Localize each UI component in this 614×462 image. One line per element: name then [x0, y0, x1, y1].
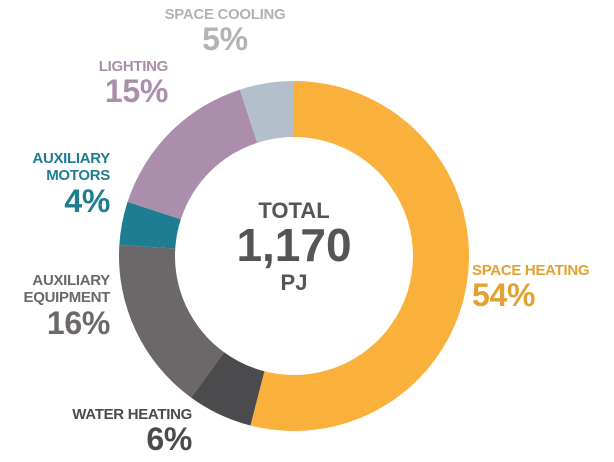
- category-name: AUXILIARY EQUIPMENT: [23, 272, 111, 307]
- donut-segment: [119, 201, 181, 249]
- value-label: 15%: [104, 73, 168, 110]
- segment-label: AUXILIARY MOTORS 4%: [10, 150, 110, 218]
- category-name: WATER HEATING: [72, 406, 192, 423]
- category-name: SPACE COOLING: [164, 6, 286, 23]
- segment-label: WATER HEATING 6%: [32, 406, 192, 457]
- value-label: 5%: [202, 21, 248, 58]
- donut-segment: [127, 89, 258, 220]
- donut-segment: [191, 352, 265, 426]
- value-label: 4%: [64, 182, 110, 219]
- category-name: LIGHTING: [98, 58, 169, 75]
- category-name: SPACE HEATING: [472, 262, 590, 279]
- category-name: AUXILIARY MOTORS: [32, 150, 110, 185]
- value-label: 54%: [472, 277, 536, 314]
- segment-label: SPACE HEATING 54%: [472, 262, 612, 313]
- segment-label: SPACE COOLING 5%: [140, 6, 310, 57]
- value-label: 16%: [46, 304, 110, 341]
- center-unit: PJ: [280, 270, 308, 295]
- donut-segment: [119, 245, 225, 398]
- center-total: 1,170: [236, 219, 352, 271]
- center-label: TOTAL: [258, 198, 330, 223]
- segment-label: AUXILIARY EQUIPMENT 16%: [0, 272, 111, 341]
- donut-segment: [239, 81, 294, 143]
- segment-label: LIGHTING 15%: [48, 58, 169, 110]
- value-label: 6%: [146, 421, 192, 458]
- donut-segment: [250, 81, 470, 431]
